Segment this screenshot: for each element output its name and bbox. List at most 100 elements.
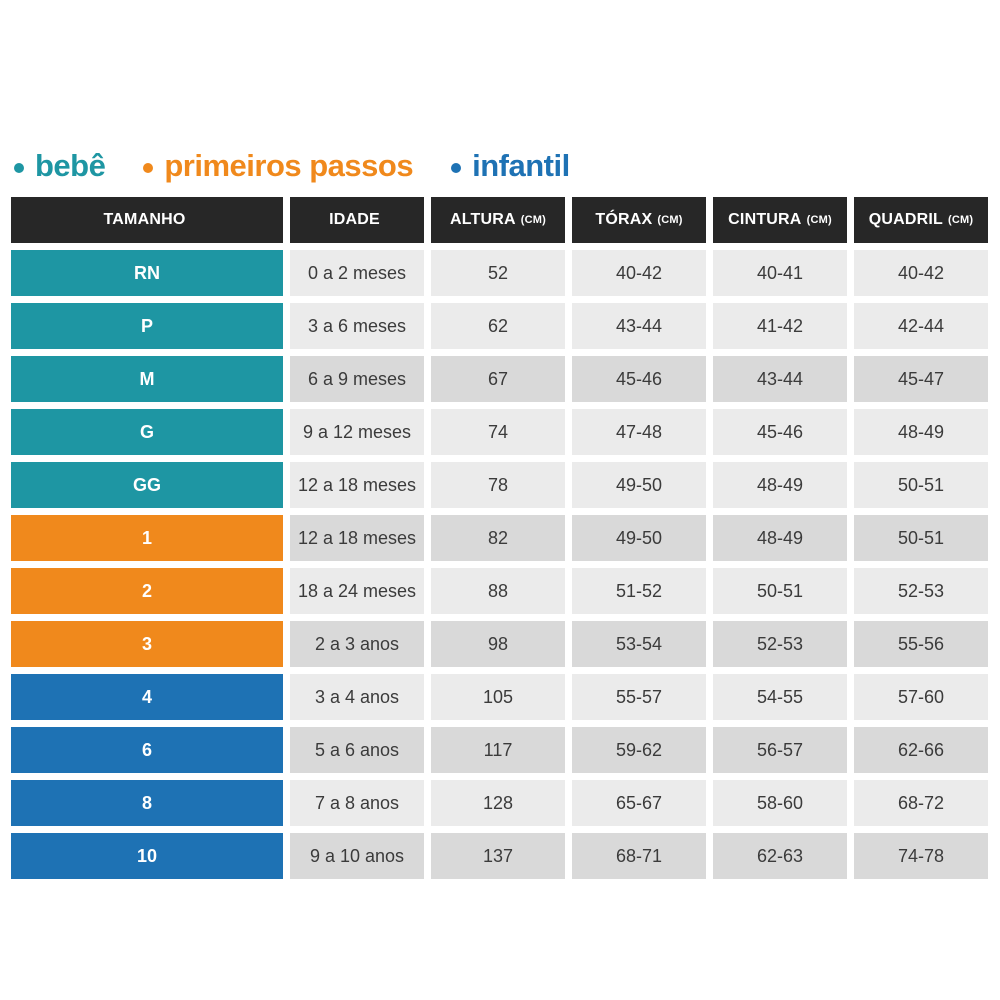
hip-cell: 40-42 (854, 250, 988, 296)
waist-cell: 41-42 (713, 303, 847, 349)
size-cell: G (11, 409, 283, 455)
hip-cell: 48-49 (854, 409, 988, 455)
age-cell: 12 a 18 meses (290, 515, 424, 561)
size-table: TAMANHO IDADE ALTURA (CM) TÓRAX (CM) CINTU… (11, 197, 988, 879)
height-cell: 74 (431, 409, 565, 455)
chest-cell: 59-62 (572, 727, 706, 773)
waist-cell: 48-49 (713, 462, 847, 508)
height-cell: 78 (431, 462, 565, 508)
waist-cell: 62-63 (713, 833, 847, 879)
age-cell: 3 a 4 anos (290, 674, 424, 720)
size-cell: P (11, 303, 283, 349)
age-cell: 6 a 9 meses (290, 356, 424, 402)
hip-cell: 52-53 (854, 568, 988, 614)
header-cell-altura: ALTURA (CM) (431, 197, 565, 243)
height-cell: 67 (431, 356, 565, 402)
age-cell: 12 a 18 meses (290, 462, 424, 508)
header-cell-torax: TÓRAX (CM) (572, 197, 706, 243)
header-cell-quadril: QUADRIL (CM) (854, 197, 988, 243)
height-cell: 128 (431, 780, 565, 826)
waist-cell: 40-41 (713, 250, 847, 296)
chest-cell: 47-48 (572, 409, 706, 455)
table-row: G 9 a 12 meses 74 47-48 45-46 48-49 (11, 409, 988, 455)
size-cell: 2 (11, 568, 283, 614)
table-row: 4 3 a 4 anos 105 55-57 54-55 57-60 (11, 674, 988, 720)
table-row: 6 5 a 6 anos 117 59-62 56-57 62-66 (11, 727, 988, 773)
age-cell: 3 a 6 meses (290, 303, 424, 349)
height-cell: 82 (431, 515, 565, 561)
waist-cell: 54-55 (713, 674, 847, 720)
table-row: RN 0 a 2 meses 52 40-42 40-41 40-42 (11, 250, 988, 296)
height-cell: 105 (431, 674, 565, 720)
bullet-icon (451, 163, 462, 173)
bullet-icon (143, 163, 154, 173)
legend-item-bebe: bebê (14, 148, 106, 184)
legend-label: infantil (472, 148, 570, 183)
table-row: 8 7 a 8 anos 128 65-67 58-60 68-72 (11, 780, 988, 826)
waist-cell: 50-51 (713, 568, 847, 614)
bullet-icon (14, 163, 24, 173)
size-cell: 3 (11, 621, 283, 667)
chest-cell: 49-50 (572, 462, 706, 508)
hip-cell: 42-44 (854, 303, 988, 349)
legend-label: bebê (35, 148, 106, 183)
age-cell: 9 a 12 meses (290, 409, 424, 455)
header-cell-cintura: CINTURA (CM) (713, 197, 847, 243)
legend-item-primeiros-passos: primeiros passos (143, 148, 414, 184)
age-cell: 2 a 3 anos (290, 621, 424, 667)
waist-cell: 43-44 (713, 356, 847, 402)
height-cell: 117 (431, 727, 565, 773)
age-cell: 5 a 6 anos (290, 727, 424, 773)
hip-cell: 74-78 (854, 833, 988, 879)
chest-cell: 51-52 (572, 568, 706, 614)
waist-cell: 48-49 (713, 515, 847, 561)
chest-cell: 45-46 (572, 356, 706, 402)
hip-cell: 55-56 (854, 621, 988, 667)
table-row: 2 18 a 24 meses 88 51-52 50-51 52-53 (11, 568, 988, 614)
table-row: GG 12 a 18 meses 78 49-50 48-49 50-51 (11, 462, 988, 508)
hip-cell: 50-51 (854, 515, 988, 561)
size-cell: 10 (11, 833, 283, 879)
chest-cell: 43-44 (572, 303, 706, 349)
height-cell: 62 (431, 303, 565, 349)
hip-cell: 57-60 (854, 674, 988, 720)
waist-cell: 56-57 (713, 727, 847, 773)
hip-cell: 62-66 (854, 727, 988, 773)
height-cell: 137 (431, 833, 565, 879)
age-cell: 7 a 8 anos (290, 780, 424, 826)
header-row: TAMANHO IDADE ALTURA (CM) TÓRAX (CM) CINTU… (11, 197, 988, 243)
table-row: 1 12 a 18 meses 82 49-50 48-49 50-51 (11, 515, 988, 561)
size-cell: GG (11, 462, 283, 508)
waist-cell: 52-53 (713, 621, 847, 667)
waist-cell: 58-60 (713, 780, 847, 826)
size-cell: 1 (11, 515, 283, 561)
table-row: 10 9 a 10 anos 137 68-71 62-63 74-78 (11, 833, 988, 879)
height-cell: 98 (431, 621, 565, 667)
chest-cell: 68-71 (572, 833, 706, 879)
size-cell: 8 (11, 780, 283, 826)
chest-cell: 55-57 (572, 674, 706, 720)
table-row: 3 2 a 3 anos 98 53-54 52-53 55-56 (11, 621, 988, 667)
legend-item-infantil: infantil (451, 148, 570, 184)
size-cell: M (11, 356, 283, 402)
table-row: P 3 a 6 meses 62 43-44 41-42 42-44 (11, 303, 988, 349)
chest-cell: 65-67 (572, 780, 706, 826)
hip-cell: 68-72 (854, 780, 988, 826)
legend-label: primeiros passos (164, 148, 414, 183)
chest-cell: 49-50 (572, 515, 706, 561)
age-cell: 9 a 10 anos (290, 833, 424, 879)
chest-cell: 40-42 (572, 250, 706, 296)
hip-cell: 50-51 (854, 462, 988, 508)
header-cell-idade: IDADE (290, 197, 424, 243)
size-cell: RN (11, 250, 283, 296)
size-cell: 4 (11, 674, 283, 720)
height-cell: 88 (431, 568, 565, 614)
header-cell-tamanho: TAMANHO (11, 197, 283, 243)
height-cell: 52 (431, 250, 565, 296)
chest-cell: 53-54 (572, 621, 706, 667)
table-row: M 6 a 9 meses 67 45-46 43-44 45-47 (11, 356, 988, 402)
size-cell: 6 (11, 727, 283, 773)
age-cell: 18 a 24 meses (290, 568, 424, 614)
age-cell: 0 a 2 meses (290, 250, 424, 296)
